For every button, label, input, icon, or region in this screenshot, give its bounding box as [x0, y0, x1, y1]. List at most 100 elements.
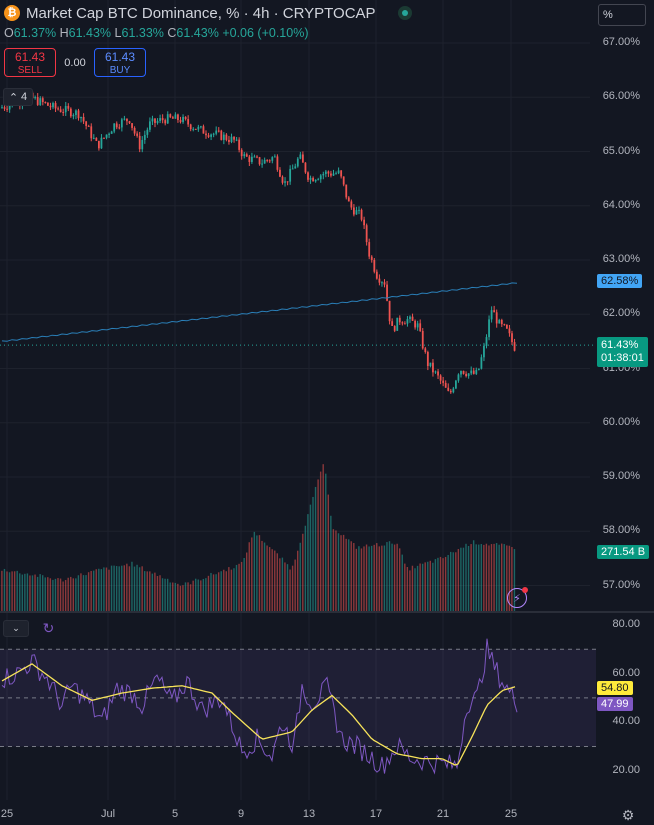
volume-tag: 271.54 B: [597, 545, 650, 559]
volume-bar: [93, 570, 95, 612]
candle-body: [498, 319, 501, 324]
volume-bar: [54, 578, 57, 612]
volume-bar: [113, 565, 115, 612]
symbol-title[interactable]: Market Cap BTC Dominance, % · 4h · CRYPT…: [26, 4, 376, 22]
candle-body: [164, 120, 167, 124]
volume-bar: [174, 582, 176, 612]
volume-bar: [177, 583, 179, 612]
candle-body: [409, 316, 411, 320]
volume-bar: [432, 562, 434, 612]
price-tick-label: 64.00%: [602, 198, 640, 211]
sell-button[interactable]: 61.43 SELL: [4, 48, 56, 77]
volume-bar: [355, 548, 358, 612]
volume-bar: [166, 578, 169, 612]
scale-mode-box[interactable]: %: [598, 4, 646, 26]
candle-body: [324, 171, 327, 175]
candle-body: [141, 140, 144, 150]
candle-body: [437, 371, 439, 376]
candle-body: [462, 370, 465, 374]
volume-bar: [455, 552, 457, 612]
current-price-tag: 61.43% 01:38:01: [597, 337, 648, 367]
volume-bar: [248, 542, 250, 612]
candle-body: [3, 107, 6, 109]
volume-bar: [141, 566, 143, 612]
candle-body: [472, 370, 475, 374]
volume-bar: [391, 543, 393, 612]
chevron-down-icon: ⌄: [12, 623, 20, 633]
candle-body: [136, 133, 139, 136]
price-tick-label: 59.00%: [602, 470, 640, 482]
volume-bar: [399, 548, 401, 612]
lightning-icon[interactable]: ⚡: [507, 587, 528, 608]
candle-body: [44, 102, 47, 104]
open-value: 61.37%: [13, 26, 57, 40]
candle-body: [383, 282, 386, 285]
volume-bar: [373, 544, 375, 612]
candle-body: [406, 319, 409, 324]
candle-body: [342, 176, 345, 185]
volume-bar: [98, 568, 100, 612]
volume-bar: [340, 535, 342, 612]
volume-bar: [363, 546, 365, 612]
candle-body: [299, 154, 302, 159]
volume-bar: [169, 582, 171, 612]
rsi-value-tag: 47.99: [597, 697, 633, 711]
volume-bar: [67, 577, 69, 612]
volume-bar: [223, 569, 225, 612]
volume-bar: [57, 578, 59, 612]
candle-body: [113, 123, 116, 132]
rsi-line: [1, 638, 518, 775]
volume-bar: [126, 563, 128, 612]
volume-bar: [253, 531, 256, 612]
candle-body: [194, 128, 197, 130]
volume-bar: [11, 571, 13, 612]
volume-bar: [330, 515, 332, 612]
volume-bar: [294, 559, 296, 612]
refresh-icon[interactable]: ↻: [42, 620, 55, 636]
candle-body: [67, 105, 70, 109]
indicators-toggle-button[interactable]: ⌃ 4: [3, 88, 33, 106]
low-key: L: [114, 26, 122, 40]
candle-body: [62, 112, 65, 114]
bitcoin-icon: ₿: [4, 5, 20, 21]
candle-body: [398, 317, 401, 323]
candle-body: [317, 179, 320, 181]
volume-bar: [286, 564, 289, 612]
volume-bar: [90, 570, 92, 612]
candle-body: [215, 130, 218, 134]
candle-body: [419, 323, 422, 331]
candle-body: [149, 121, 151, 130]
volume-bar: [478, 544, 480, 612]
gear-icon[interactable]: ⚙: [621, 807, 635, 823]
volume-bar: [100, 569, 103, 612]
candle-body: [95, 137, 98, 141]
candle-body: [128, 121, 131, 124]
volume-bar: [439, 556, 442, 612]
volume-bar: [345, 538, 347, 612]
volume-bar: [350, 541, 352, 612]
volume-bar: [281, 557, 284, 612]
volume-bar: [284, 562, 286, 612]
volume-bar: [368, 546, 370, 612]
pane-collapse-button[interactable]: ⌄: [3, 620, 29, 637]
volume-bar: [258, 535, 261, 612]
volume-bar: [123, 565, 125, 612]
candle-body: [281, 176, 284, 183]
buy-button[interactable]: 61.43 BUY: [94, 48, 146, 77]
volume-bar: [217, 572, 220, 612]
candle-body: [268, 160, 271, 162]
volume-bar: [182, 585, 184, 612]
volume-bar: [381, 545, 383, 612]
price-tick-label: 62.00%: [602, 307, 640, 320]
time-tick-label: 5: [171, 808, 179, 820]
volume-bar: [299, 542, 301, 612]
candle-body: [411, 316, 414, 321]
volume-bar: [77, 575, 80, 612]
volume-bar: [457, 549, 460, 612]
price-tick-label: 60.00%: [602, 415, 640, 428]
candle-body: [393, 325, 396, 331]
volume-bar: [108, 569, 110, 612]
candle-body: [108, 133, 110, 135]
price-tick-label: 65.00%: [602, 144, 640, 157]
